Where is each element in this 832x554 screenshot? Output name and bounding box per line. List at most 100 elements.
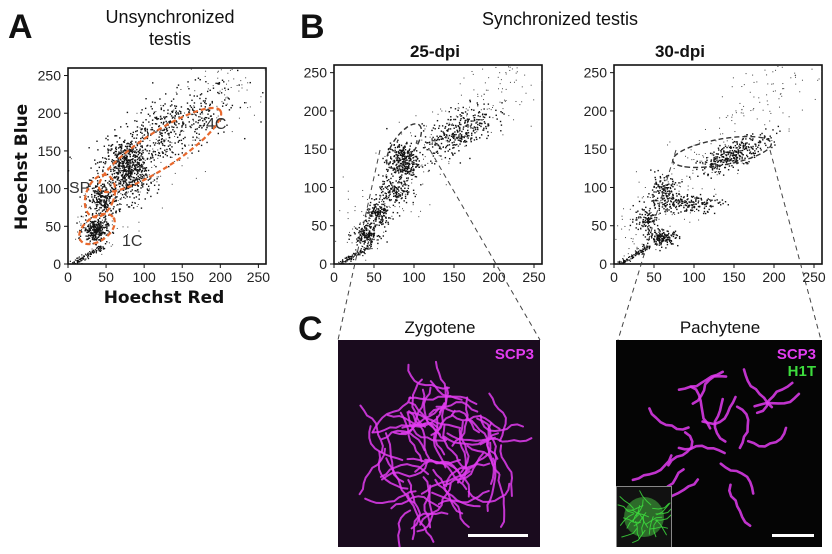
data-point — [692, 172, 694, 174]
data-point — [100, 207, 102, 209]
data-point — [96, 162, 99, 164]
plot-25dpi-title: 25-dpi — [409, 42, 461, 61]
data-point — [727, 153, 729, 156]
data-point — [661, 237, 664, 240]
data-point — [389, 181, 391, 183]
data-point — [366, 209, 369, 211]
data-point — [466, 113, 468, 115]
data-point — [169, 149, 172, 151]
x-tick-label: 200 — [209, 269, 233, 285]
data-point — [678, 193, 680, 195]
data-point — [142, 156, 144, 158]
data-point — [637, 248, 639, 250]
data-point — [342, 263, 344, 264]
data-point — [171, 125, 173, 127]
data-point — [490, 131, 492, 133]
data-point — [137, 169, 139, 172]
data-point — [92, 250, 94, 252]
data-point — [424, 136, 427, 138]
data-point — [172, 129, 174, 131]
data-point — [152, 142, 155, 144]
data-point — [125, 173, 127, 176]
data-point — [124, 149, 126, 151]
data-point — [395, 192, 398, 194]
data-point — [306, 235, 307, 236]
data-point — [89, 225, 92, 227]
data-point — [735, 112, 737, 114]
data-point — [397, 170, 399, 172]
data-point — [133, 180, 136, 183]
data-point — [230, 107, 232, 109]
data-point — [173, 109, 175, 111]
data-point — [661, 206, 663, 208]
data-point — [369, 227, 372, 229]
data-point — [146, 188, 149, 190]
data-point — [226, 103, 228, 105]
data-point — [370, 222, 373, 224]
data-point — [772, 90, 774, 92]
data-point — [93, 224, 95, 226]
data-point — [717, 202, 719, 204]
data-point — [153, 150, 155, 152]
data-point — [658, 192, 661, 194]
data-point — [94, 226, 97, 228]
data-point — [394, 195, 396, 197]
data-point — [105, 203, 107, 205]
data-point — [745, 146, 748, 148]
data-point — [666, 234, 668, 237]
data-point — [769, 110, 771, 112]
data-point — [392, 189, 395, 191]
data-point — [400, 169, 402, 171]
data-point — [404, 182, 406, 185]
data-point — [148, 174, 150, 176]
data-point — [119, 203, 121, 205]
data-point — [449, 128, 452, 130]
data-point — [199, 94, 202, 96]
data-point — [212, 87, 215, 89]
data-point — [766, 94, 768, 96]
data-point — [199, 116, 201, 118]
data-point — [714, 157, 716, 160]
data-point — [367, 234, 369, 236]
data-point — [134, 167, 136, 170]
chromosome-strand — [407, 479, 421, 530]
data-point — [75, 273, 76, 274]
data-point — [396, 160, 399, 162]
data-point — [397, 196, 400, 198]
data-point — [764, 142, 766, 145]
data-point — [123, 165, 125, 167]
data-point — [813, 43, 814, 44]
data-point — [615, 238, 617, 240]
data-point — [432, 136, 434, 139]
data-point — [485, 89, 487, 91]
data-point — [142, 183, 145, 185]
data-point — [407, 151, 410, 153]
data-point — [416, 158, 419, 160]
data-point — [102, 166, 105, 168]
data-point — [394, 171, 397, 174]
data-point — [85, 258, 87, 260]
panel-a-title-line1: Unsynchronized — [105, 7, 235, 27]
data-point — [691, 204, 693, 207]
data-point — [718, 159, 720, 162]
data-point — [109, 178, 112, 180]
data-point — [710, 206, 712, 208]
data-point — [382, 214, 385, 217]
data-point — [448, 123, 451, 126]
data-point — [516, 44, 517, 45]
data-point — [86, 231, 88, 233]
data-point — [139, 158, 141, 160]
data-point — [96, 228, 99, 231]
data-point — [764, 69, 766, 71]
data-point — [403, 183, 405, 186]
data-point — [101, 186, 104, 188]
data-point — [81, 254, 83, 256]
data-point — [92, 198, 94, 200]
data-point — [87, 225, 90, 228]
data-point — [191, 108, 194, 110]
data-point — [462, 128, 465, 130]
data-point — [648, 245, 650, 247]
data-point — [78, 261, 80, 263]
data-point — [774, 90, 776, 92]
data-point — [400, 177, 402, 180]
